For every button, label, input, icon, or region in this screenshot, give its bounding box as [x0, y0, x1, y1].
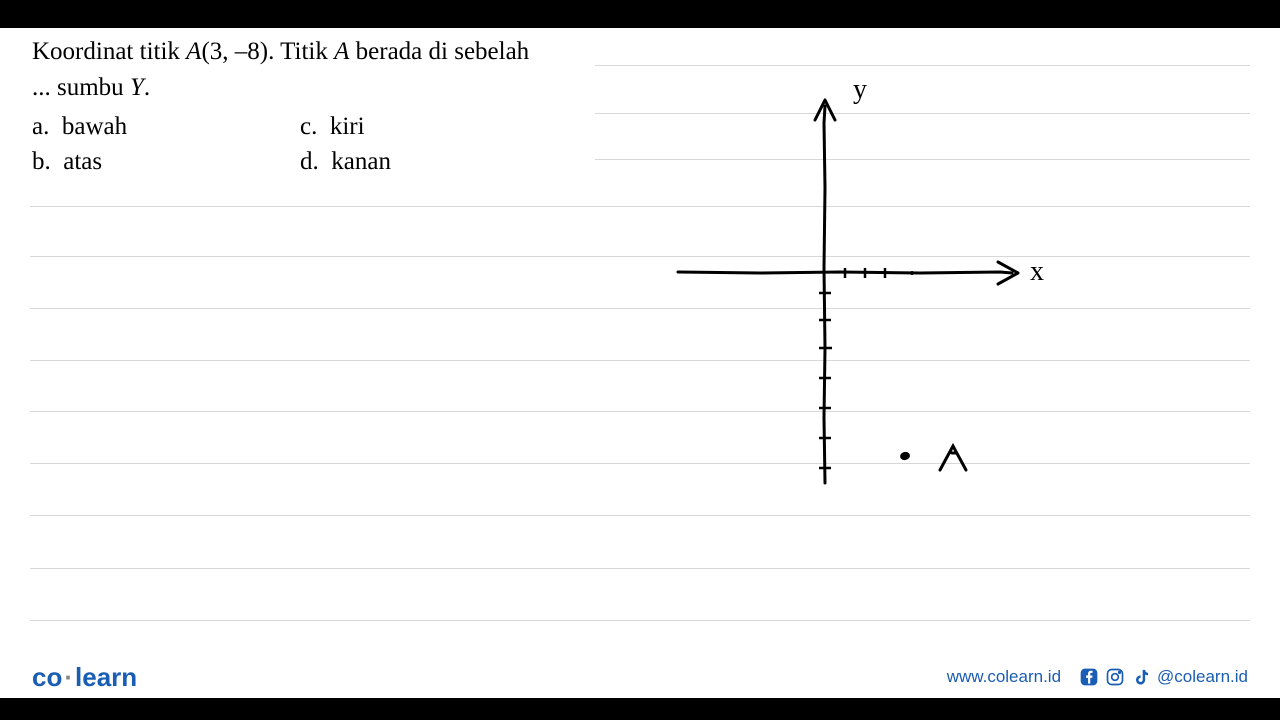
- bottom-border: [0, 698, 1280, 720]
- axis-letter: Y: [130, 74, 144, 101]
- logo-separator: ·: [64, 662, 73, 692]
- logo: co·learn: [32, 662, 137, 693]
- coordinate-diagram: y x: [640, 68, 1090, 518]
- website-url: www.colearn.id: [947, 667, 1061, 687]
- point-letter: A: [186, 38, 201, 65]
- text-fragment: ... sumbu: [32, 74, 130, 101]
- option-text: kiri: [330, 113, 365, 140]
- option-b: b. atas: [32, 148, 102, 176]
- question-line1: Koordinat titik A(3, –8). Titik A berada…: [32, 38, 529, 66]
- question-line2: ... sumbu Y.: [32, 74, 150, 102]
- footer: co·learn www.colearn.id @colearn.id: [0, 656, 1280, 698]
- ruled-line: [30, 620, 1250, 621]
- footer-right: www.colearn.id @colearn.id: [947, 667, 1248, 687]
- option-d: d. kanan: [300, 148, 391, 176]
- option-label: b.: [32, 148, 51, 175]
- x-axis-label: x: [1030, 256, 1044, 288]
- point-letter: A: [334, 38, 349, 65]
- option-text: atas: [63, 148, 102, 175]
- text-fragment: berada di sebelah: [349, 38, 529, 65]
- option-label: a.: [32, 113, 49, 140]
- option-label: d.: [300, 148, 319, 175]
- text-fragment: .: [144, 74, 150, 101]
- social-icons: @colearn.id: [1079, 667, 1248, 687]
- content-area: Koordinat titik A(3, –8). Titik A berada…: [0, 28, 1280, 656]
- option-text: bawah: [62, 113, 127, 140]
- tiktok-icon: [1131, 667, 1151, 687]
- logo-part1: co: [32, 662, 62, 692]
- option-c: c. kiri: [300, 113, 365, 141]
- ruled-line: [595, 65, 1250, 66]
- text-fragment: Koordinat titik: [32, 38, 186, 65]
- facebook-icon: [1079, 667, 1099, 687]
- logo-part2: learn: [75, 662, 137, 692]
- instagram-icon: [1105, 667, 1125, 687]
- option-a: a. bawah: [32, 113, 127, 141]
- top-border: [0, 0, 1280, 28]
- option-label: c.: [300, 113, 317, 140]
- y-axis-label: y: [853, 74, 867, 106]
- axes-svg: [640, 68, 1090, 518]
- text-fragment: Titik: [280, 38, 334, 65]
- social-handle: @colearn.id: [1157, 667, 1248, 687]
- option-text: kanan: [331, 148, 391, 175]
- ruled-line: [30, 568, 1250, 569]
- point-coords: (3, –8).: [201, 38, 280, 65]
